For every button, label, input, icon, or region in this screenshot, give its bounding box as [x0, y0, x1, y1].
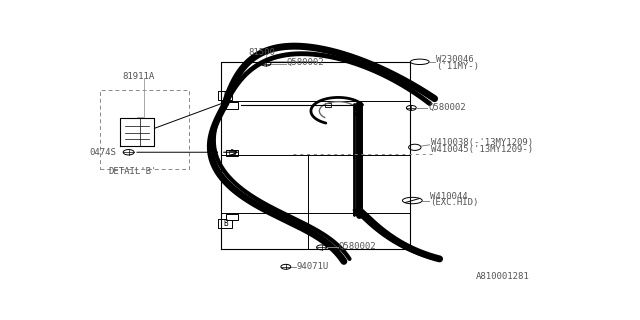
- FancyBboxPatch shape: [227, 102, 238, 109]
- Text: A810001281: A810001281: [476, 272, 529, 281]
- FancyBboxPatch shape: [229, 151, 236, 155]
- Text: Q580002: Q580002: [287, 58, 324, 67]
- FancyBboxPatch shape: [355, 112, 360, 115]
- Circle shape: [317, 245, 326, 250]
- Text: 0474S: 0474S: [89, 148, 116, 157]
- Text: 94071U: 94071U: [297, 261, 329, 271]
- Ellipse shape: [408, 144, 421, 150]
- Text: DETAIL'B': DETAIL'B': [109, 167, 157, 176]
- FancyBboxPatch shape: [218, 219, 232, 228]
- FancyBboxPatch shape: [227, 213, 238, 220]
- Circle shape: [123, 149, 134, 155]
- Text: B: B: [223, 219, 228, 228]
- Text: B: B: [223, 91, 228, 100]
- FancyBboxPatch shape: [355, 103, 360, 106]
- FancyBboxPatch shape: [325, 103, 331, 107]
- Text: W410044: W410044: [429, 192, 467, 201]
- Text: 81911A: 81911A: [122, 72, 154, 81]
- Text: W410045('13MY1209-): W410045('13MY1209-): [431, 145, 532, 154]
- FancyBboxPatch shape: [218, 91, 232, 100]
- Text: (EXC.HID): (EXC.HID): [429, 198, 478, 207]
- FancyBboxPatch shape: [227, 150, 238, 156]
- Text: Q580002: Q580002: [428, 103, 466, 112]
- FancyBboxPatch shape: [355, 107, 360, 110]
- Text: 81500: 81500: [249, 48, 275, 57]
- Ellipse shape: [410, 59, 429, 65]
- Circle shape: [261, 61, 271, 66]
- Circle shape: [281, 264, 291, 269]
- FancyBboxPatch shape: [353, 153, 358, 158]
- Text: W410038(-'13MY1209): W410038(-'13MY1209): [431, 138, 532, 148]
- Text: ('11MY-): ('11MY-): [436, 62, 479, 71]
- FancyBboxPatch shape: [353, 211, 358, 214]
- Ellipse shape: [403, 197, 422, 204]
- Text: W230046: W230046: [436, 55, 473, 64]
- Circle shape: [406, 105, 416, 110]
- Text: Q580002: Q580002: [339, 242, 376, 251]
